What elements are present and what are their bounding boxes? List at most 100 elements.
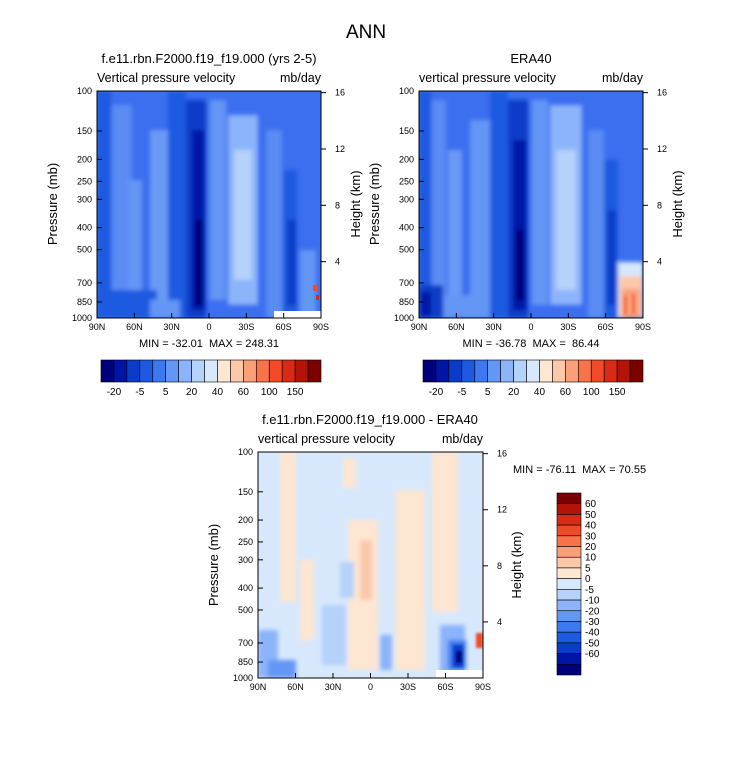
colorbar-box xyxy=(217,359,231,383)
colorbar-label: 20 xyxy=(508,387,520,398)
colorbar-label: -20 xyxy=(429,387,444,398)
colorbar-label: 40 xyxy=(212,387,224,398)
colorbar-label: -40 xyxy=(585,628,600,639)
colorbar-box xyxy=(556,663,582,676)
colorbar-box xyxy=(526,359,540,383)
colorbar-label: 0 xyxy=(585,574,591,585)
colorbar-box xyxy=(556,610,582,622)
colorbar-label: -50 xyxy=(585,638,600,649)
colorbar-box xyxy=(230,359,244,383)
colorbar-box xyxy=(152,359,167,383)
y-tick-label: 100 xyxy=(399,86,414,96)
panel-diff-title: f.e11.rbn.F2000.f19_f19.000 - ERA40 xyxy=(262,412,478,427)
y2-tick-label: 12 xyxy=(497,505,507,515)
panel-model-y2label: Height (km) xyxy=(348,170,363,237)
colorbar-box xyxy=(435,359,450,383)
colorbar-box xyxy=(461,359,476,383)
y2-tick-label: 12 xyxy=(335,144,345,154)
y-tick-label: 1000 xyxy=(233,673,253,683)
colorbar-box xyxy=(556,578,582,590)
colorbar-box xyxy=(255,359,270,383)
x-tick-label: 90S xyxy=(313,322,329,332)
colorbar-box xyxy=(556,567,582,579)
y-tick-label: 150 xyxy=(399,126,414,136)
colorbar-label: 30 xyxy=(585,531,597,542)
colorbar-label: -5 xyxy=(457,387,466,398)
x-tick-label: 0 xyxy=(528,322,533,332)
y-tick-label: 200 xyxy=(77,154,92,164)
x-tick-label: 60N xyxy=(287,682,304,692)
colorbar-label: 40 xyxy=(585,521,597,532)
y-tick-label: 1000 xyxy=(72,313,92,323)
y2-tick-label: 4 xyxy=(335,257,340,267)
colorbar-box xyxy=(100,359,115,383)
x-tick-label: 60S xyxy=(598,322,614,332)
colorbar-label: 60 xyxy=(585,499,597,510)
colorbar-label: 50 xyxy=(585,510,597,521)
panel-diff-field xyxy=(258,452,483,678)
x-tick-label: 90N xyxy=(89,322,106,332)
y-tick-label: 100 xyxy=(238,447,253,457)
y-tick-label: 150 xyxy=(238,487,253,497)
colorbar-box xyxy=(556,546,582,558)
y-tick-label: 1000 xyxy=(394,313,414,323)
colorbar-box xyxy=(191,359,205,383)
panel-obs-minmax: MIN = -36.78 MAX = 86.44 xyxy=(463,338,600,350)
y-tick-label: 150 xyxy=(77,126,92,136)
x-tick-label: 90N xyxy=(250,682,267,692)
panel-obs-colorbar: -20 -5 5 20 40 60 100 150 xyxy=(422,359,644,398)
panel-diff-y2label: Height (km) xyxy=(509,531,524,598)
colorbar-box xyxy=(487,359,501,383)
colorbar-box xyxy=(556,492,582,505)
x-tick-label: 30N xyxy=(325,682,342,692)
colorbar-label: -5 xyxy=(135,387,144,398)
colorbar-box xyxy=(556,503,582,515)
y-tick-label: 400 xyxy=(399,223,414,233)
y2-tick-label: 16 xyxy=(497,449,507,459)
panel-model-title: f.e11.rbn.F2000.f19_f19.000 (yrs 2-5) xyxy=(101,51,316,66)
y-tick-label: 500 xyxy=(77,245,92,255)
panel-diff-minmax: MIN = -76.11 MAX = 70.55 xyxy=(513,464,646,476)
y2-tick-label: 4 xyxy=(497,617,502,627)
panel-obs-y2label: Height (km) xyxy=(670,170,685,237)
colorbar-label: 100 xyxy=(261,387,278,398)
panel-obs-field xyxy=(419,91,643,318)
panel-model-right-subtitle: mb/day xyxy=(280,71,322,85)
panel-obs-axes: 90N 60N 30N 0 30S 60S 90S 100 150 200 250 300 400 500… xyxy=(394,86,667,332)
x-tick-label: 60S xyxy=(437,682,453,692)
colorbar-box xyxy=(556,514,582,526)
y-tick-label: 400 xyxy=(238,583,253,593)
colorbar-box xyxy=(556,524,582,537)
y-tick-label: 200 xyxy=(238,515,253,525)
colorbar-box xyxy=(307,359,322,383)
colorbar-box xyxy=(281,359,296,383)
colorbar-label: -30 xyxy=(585,617,600,628)
page-title: ANN xyxy=(346,22,386,43)
colorbar-box xyxy=(556,631,582,644)
colorbar-box xyxy=(539,359,553,383)
panel-diff-axes: 90N 60N 30N 0 30S 60S 90S 100 150 200 250 300 400 500… xyxy=(233,447,507,692)
colorbar-box xyxy=(139,359,154,383)
colorbar-box xyxy=(294,359,309,383)
colorbar-box xyxy=(268,359,283,383)
y2-tick-label: 12 xyxy=(657,144,667,154)
panel-model-left-subtitle: Vertical pressure velocity xyxy=(97,71,236,85)
colorbar-label: -20 xyxy=(585,606,600,617)
y2-tick-label: 4 xyxy=(657,257,662,267)
x-tick-label: 60N xyxy=(448,322,465,332)
y-tick-label: 250 xyxy=(77,176,92,186)
y-tick-label: 400 xyxy=(77,223,92,233)
y-tick-label: 300 xyxy=(77,194,92,204)
colorbar-box xyxy=(556,535,582,547)
colorbar-box xyxy=(616,359,631,383)
panel-model-axes: 90N 60N 30N 0 30S 60S 90S 100 150 200 250 300 400 500… xyxy=(72,86,345,332)
colorbar-box xyxy=(500,359,514,383)
colorbar-box xyxy=(556,621,582,633)
colorbar-box xyxy=(422,359,437,383)
colorbar-label: 20 xyxy=(585,542,597,553)
y2-tick-label: 8 xyxy=(335,200,340,210)
colorbar-label: 60 xyxy=(560,387,572,398)
y-tick-label: 250 xyxy=(399,176,414,186)
x-tick-label: 30N xyxy=(485,322,502,332)
